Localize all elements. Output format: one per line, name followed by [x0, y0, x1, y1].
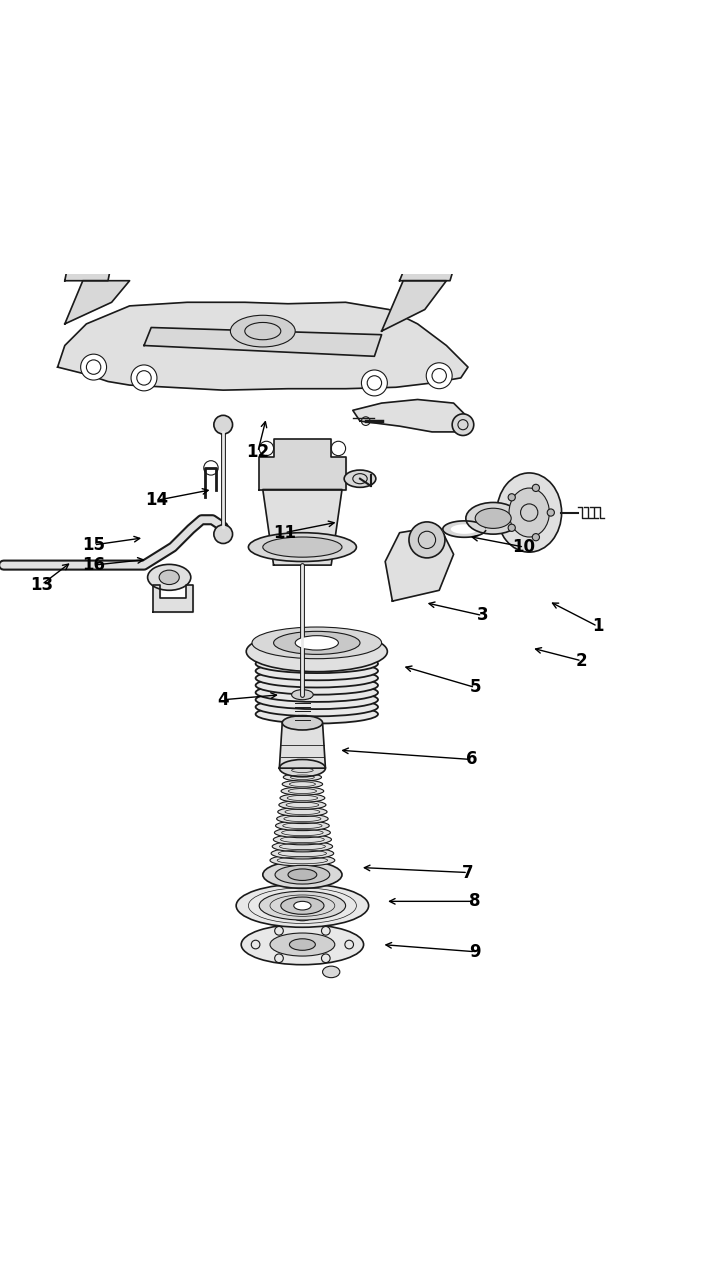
Text: 11: 11 [273, 523, 296, 542]
Ellipse shape [276, 821, 329, 831]
Ellipse shape [271, 848, 333, 859]
Polygon shape [443, 521, 485, 537]
Ellipse shape [323, 967, 340, 978]
Ellipse shape [241, 925, 364, 964]
Ellipse shape [256, 704, 378, 723]
Ellipse shape [274, 631, 360, 654]
Polygon shape [353, 399, 468, 432]
Polygon shape [385, 530, 454, 601]
Polygon shape [58, 303, 468, 390]
Ellipse shape [475, 508, 511, 528]
Ellipse shape [256, 677, 378, 694]
Ellipse shape [279, 801, 326, 810]
Text: 16: 16 [82, 556, 105, 574]
Ellipse shape [256, 654, 378, 673]
Polygon shape [259, 440, 346, 489]
Circle shape [81, 355, 107, 380]
Text: 1: 1 [592, 617, 603, 635]
Ellipse shape [270, 854, 335, 867]
Ellipse shape [236, 884, 369, 927]
Circle shape [532, 533, 539, 541]
Ellipse shape [275, 865, 330, 884]
Ellipse shape [466, 503, 521, 535]
Text: 9: 9 [469, 943, 481, 960]
Ellipse shape [252, 627, 382, 659]
Ellipse shape [256, 698, 378, 716]
Circle shape [214, 525, 233, 544]
Ellipse shape [256, 661, 378, 680]
Ellipse shape [263, 537, 342, 557]
Ellipse shape [263, 862, 342, 888]
Ellipse shape [281, 897, 324, 915]
Text: 15: 15 [82, 536, 105, 554]
Ellipse shape [344, 470, 376, 488]
Text: 6: 6 [466, 750, 477, 769]
Text: 13: 13 [30, 575, 53, 593]
Text: 3: 3 [477, 607, 488, 625]
Polygon shape [279, 722, 325, 768]
Circle shape [508, 494, 516, 500]
Ellipse shape [274, 834, 331, 845]
Ellipse shape [148, 564, 191, 590]
Ellipse shape [282, 780, 323, 788]
Ellipse shape [283, 773, 322, 780]
Ellipse shape [282, 716, 323, 730]
Ellipse shape [256, 647, 378, 666]
Text: 12: 12 [246, 443, 269, 461]
Ellipse shape [509, 488, 549, 537]
Polygon shape [263, 489, 342, 565]
Ellipse shape [230, 315, 295, 347]
Ellipse shape [289, 939, 315, 950]
Polygon shape [153, 584, 193, 612]
Ellipse shape [281, 787, 324, 796]
Text: 8: 8 [469, 892, 481, 911]
Ellipse shape [295, 636, 338, 650]
Ellipse shape [284, 911, 320, 924]
Polygon shape [382, 281, 446, 331]
Circle shape [426, 362, 452, 389]
Circle shape [532, 484, 539, 492]
Ellipse shape [294, 901, 311, 910]
Circle shape [547, 509, 554, 516]
Polygon shape [65, 245, 115, 281]
Ellipse shape [246, 631, 387, 672]
Text: 7: 7 [462, 864, 474, 882]
Circle shape [452, 414, 474, 436]
Ellipse shape [278, 807, 327, 816]
Ellipse shape [256, 683, 378, 702]
Polygon shape [144, 327, 382, 356]
Ellipse shape [272, 841, 333, 851]
Ellipse shape [279, 759, 325, 777]
Text: 4: 4 [217, 691, 229, 708]
Text: 5: 5 [469, 679, 481, 697]
Ellipse shape [288, 869, 317, 881]
Ellipse shape [159, 570, 179, 584]
Ellipse shape [256, 691, 378, 710]
Ellipse shape [274, 827, 330, 837]
Circle shape [409, 522, 445, 557]
Ellipse shape [284, 767, 320, 774]
Circle shape [361, 370, 387, 395]
Polygon shape [65, 281, 130, 324]
Ellipse shape [497, 473, 562, 552]
Ellipse shape [280, 793, 325, 802]
Ellipse shape [276, 813, 328, 824]
Text: 2: 2 [576, 651, 588, 670]
Text: 14: 14 [145, 492, 168, 509]
Ellipse shape [256, 669, 378, 688]
Ellipse shape [248, 532, 356, 561]
Ellipse shape [292, 689, 313, 699]
Ellipse shape [259, 891, 346, 920]
Circle shape [508, 525, 516, 531]
Ellipse shape [270, 933, 335, 957]
Circle shape [214, 416, 233, 435]
Text: 10: 10 [513, 538, 536, 556]
Circle shape [131, 365, 157, 390]
Polygon shape [400, 245, 461, 281]
